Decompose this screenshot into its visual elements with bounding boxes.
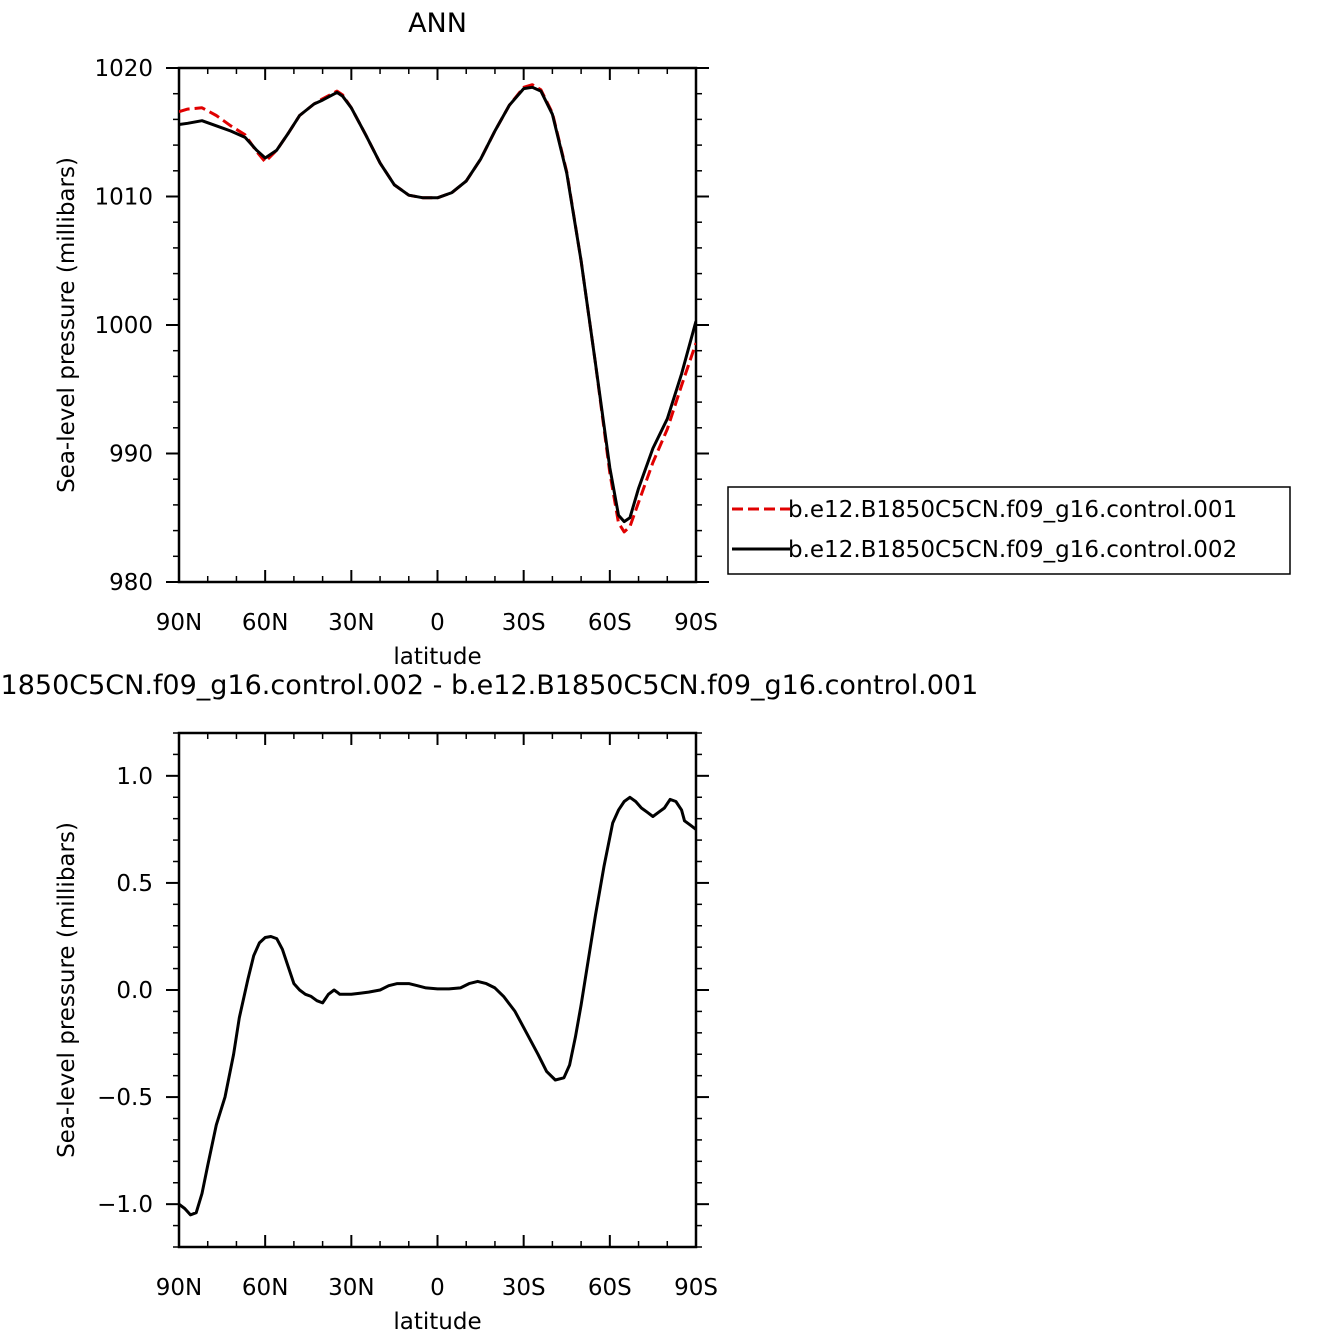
panel1-plot-frame [177,66,698,584]
panel1-y-axis-label: Sea-level pressure (millibars) [54,157,80,493]
panel2-y-tick-label: 1.0 [116,764,153,790]
panel2-x-tick-label: 60N [242,1275,288,1301]
panel1-y-tick-label: 1020 [94,56,153,82]
panel1-y-tick-label: 1010 [94,185,153,211]
panel2-x-tick-label: 90S [674,1275,718,1301]
panel1-x-tick-label: 60N [242,610,288,636]
panel1-series-line-2 [179,85,696,524]
panel2-y-tick-label: 0.5 [116,871,153,897]
panel2-series-line-1 [179,795,696,1217]
panel2-x-axis-label: latitude [393,1309,481,1335]
legend-label-1: b.e12.B1850C5CN.f09_g16.control.001 [788,497,1237,523]
panel2-x-tick-label: 30N [328,1275,374,1301]
panel2-x-tick-label: 0 [430,1275,445,1301]
panel1-x-tick-label: 0 [430,610,445,636]
panel2-y-tick-label: −0.5 [97,1085,153,1111]
panel1-x-tick-label: 30S [502,610,546,636]
panel2-y-tick-label: −1.0 [97,1192,153,1218]
panel1-y-tick-label: 980 [109,570,153,596]
panel2-series-group [179,795,696,1217]
panel2-title: b.e12.B1850C5CN.f09_g16.control.002 - b.… [0,670,978,701]
panel1-x-tick-label: 90N [156,610,202,636]
panel2-y-axis-label: Sea-level pressure (millibars) [54,822,80,1158]
panel1-x-tick-label: 30N [328,610,374,636]
panel2-y-tick-label: 0.0 [116,978,153,1004]
panel1-y-tick-label: 1000 [94,313,153,339]
panel1-title: ANN [408,8,467,39]
panel1-x-tick-label: 60S [588,610,632,636]
panel1-x-axis-label: latitude [393,644,481,670]
panel2-x-tick-label: 60S [588,1275,632,1301]
panel2-x-tick-label: 90N [156,1275,202,1301]
legend-label-2: b.e12.B1850C5CN.f09_g16.control.002 [788,537,1237,563]
panel1-y-tick-label: 990 [109,442,153,468]
panel2-x-tick-label: 30S [502,1275,546,1301]
panel1-series-group [179,83,696,534]
legend-box [727,486,1291,575]
panel1-x-tick-label: 90S [674,610,718,636]
